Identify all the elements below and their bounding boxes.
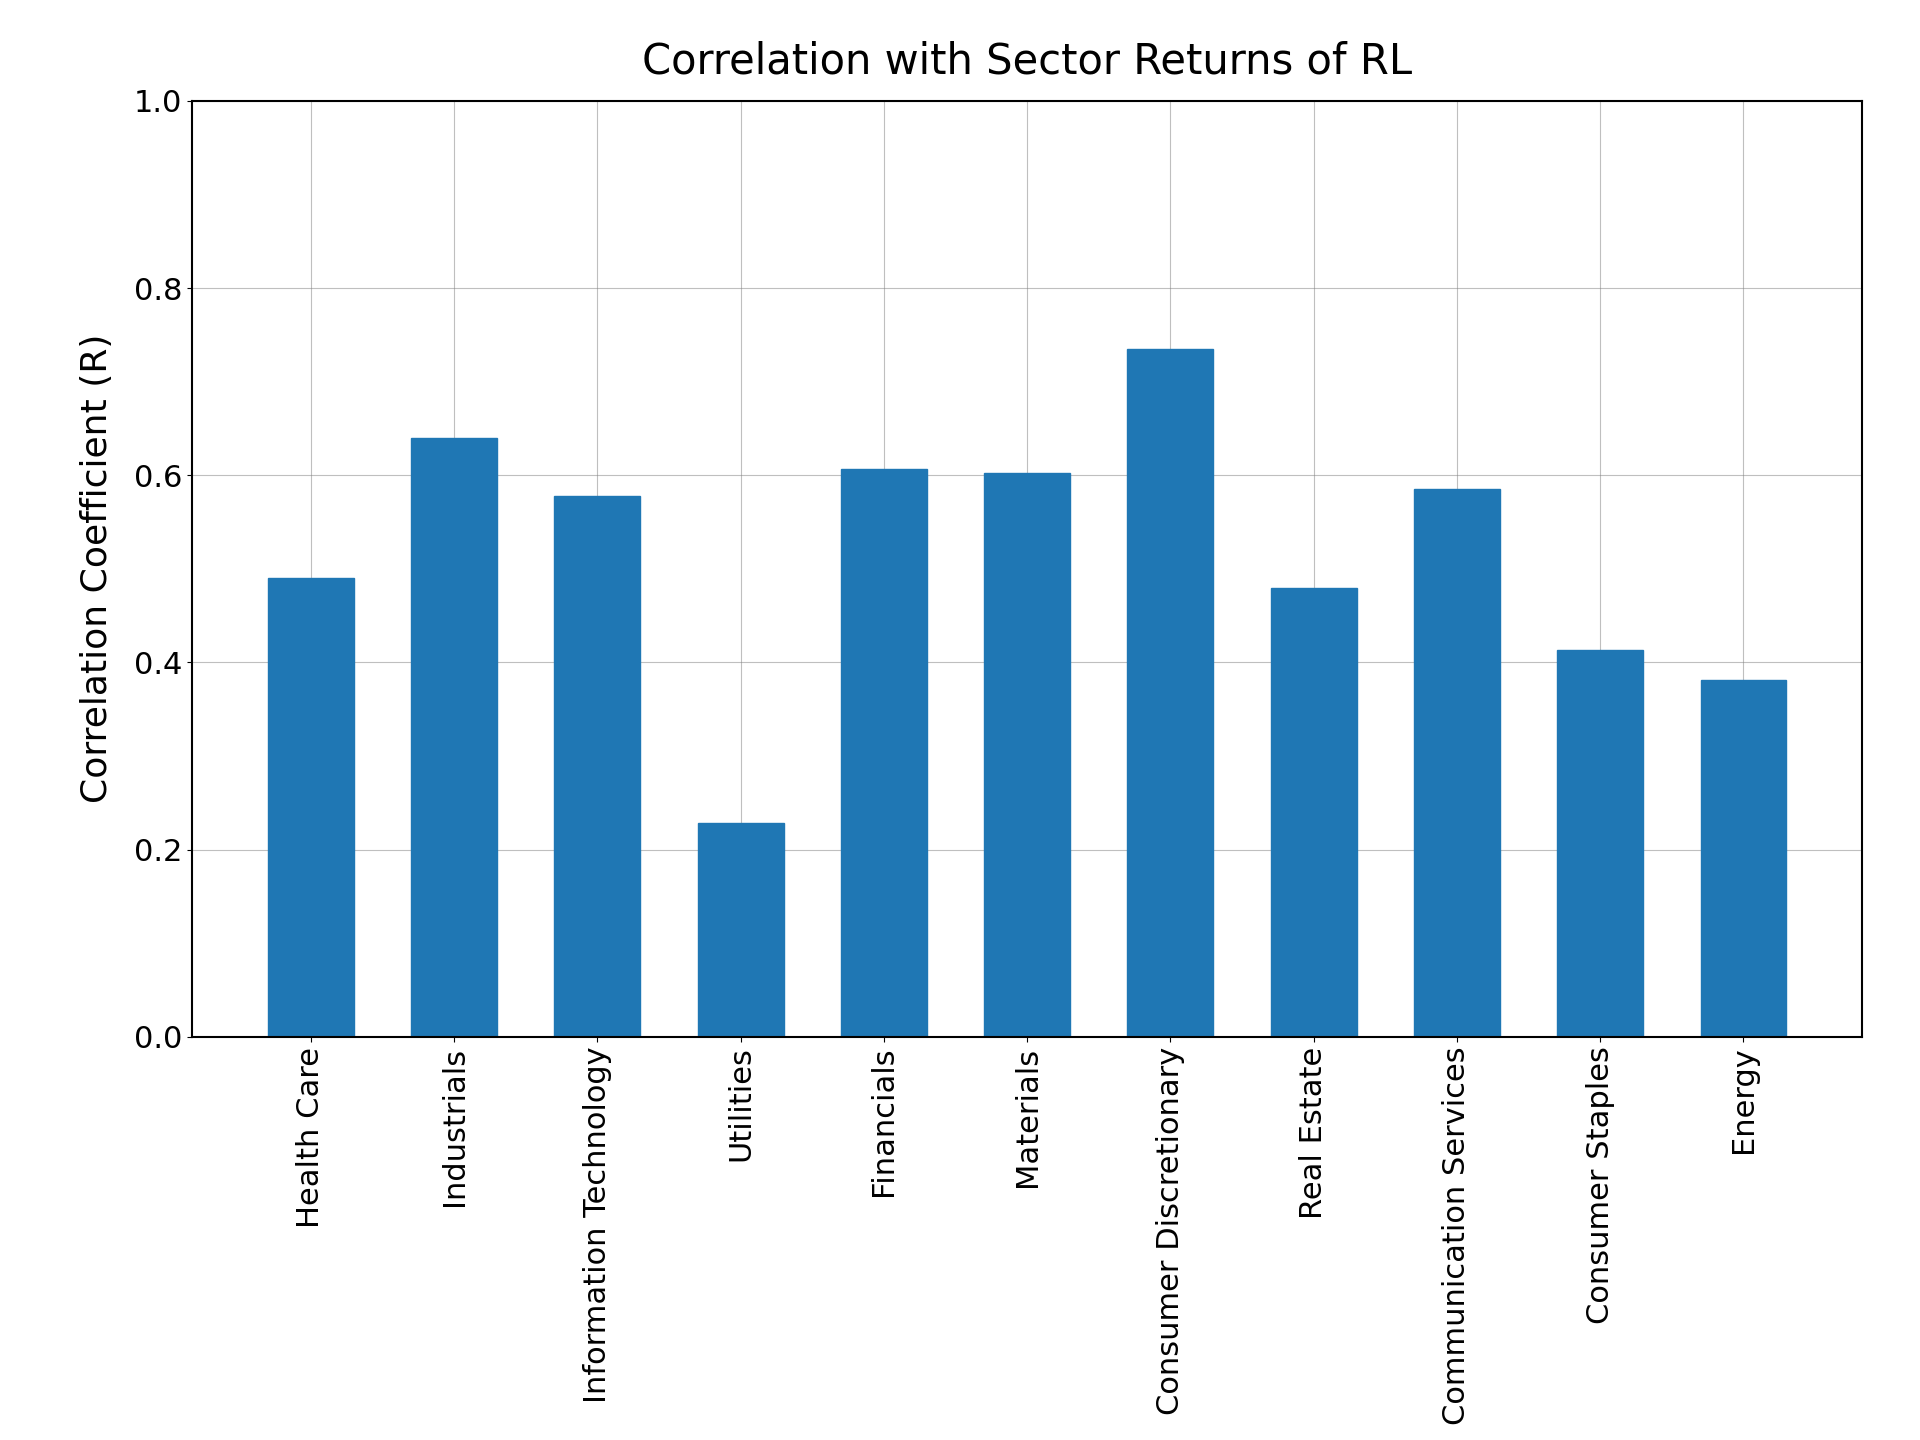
Bar	[1701, 680, 1786, 1037]
Title: Correlation with Sector Returns of RL: Correlation with Sector Returns of RL	[641, 40, 1413, 82]
Bar	[555, 495, 641, 1037]
Bar	[269, 577, 353, 1037]
Bar	[985, 474, 1069, 1037]
Bar	[1557, 651, 1644, 1037]
Bar	[1413, 490, 1500, 1037]
Y-axis label: Correlation Coefficient (R): Correlation Coefficient (R)	[81, 334, 115, 804]
Bar	[1271, 588, 1357, 1037]
Bar	[697, 824, 783, 1037]
Bar	[1127, 348, 1213, 1037]
Bar	[411, 438, 497, 1037]
Bar	[841, 468, 927, 1037]
